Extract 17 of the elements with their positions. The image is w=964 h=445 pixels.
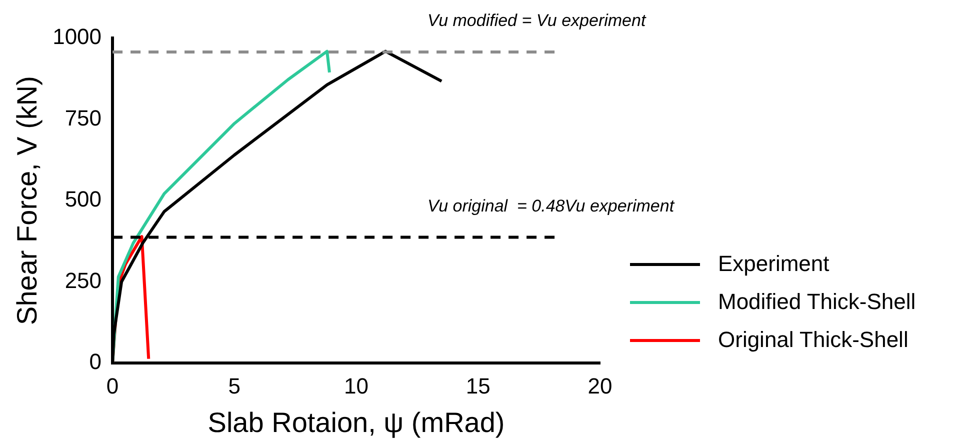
text: Vu modified = Vu experiment: [428, 11, 647, 30]
y-axis-title: Shear Force, V (kN): [12, 76, 43, 325]
legend-label: Original Thick-Shell: [718, 327, 908, 353]
y-tick-label: 0: [89, 349, 102, 374]
x-tick-label: 15: [466, 373, 490, 398]
x-tick-label: 5: [228, 373, 241, 398]
x-tick-label: 10: [344, 373, 369, 398]
y-tick-label: 500: [64, 186, 102, 212]
annotation: Vu original = 0.48Vu experiment: [428, 196, 676, 216]
y-tick-label: 1000: [52, 24, 102, 50]
legend-label: Modified Thick-Shell: [718, 289, 916, 315]
x-tick-label: 20: [588, 373, 612, 398]
x-tick-label: 0: [106, 373, 119, 398]
legend-label: Experiment: [718, 251, 830, 277]
y-tick-label: 250: [64, 268, 102, 293]
x-axis-title: Slab Rotaion, ψ (mRad): [208, 406, 505, 438]
y-tick-label: 750: [64, 105, 102, 130]
